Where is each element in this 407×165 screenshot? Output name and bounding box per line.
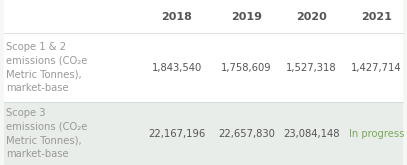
Text: 22,657,830: 22,657,830 — [218, 129, 275, 139]
Text: 1,427,714: 1,427,714 — [351, 63, 402, 73]
Text: 2021: 2021 — [361, 12, 392, 21]
Text: 2019: 2019 — [231, 12, 262, 21]
Text: 23,084,148: 23,084,148 — [283, 129, 339, 139]
Text: 2018: 2018 — [162, 12, 193, 21]
Text: 2020: 2020 — [296, 12, 327, 21]
Text: Scope 3
emissions (CO₂e
Metric Tonnes),
market-base: Scope 3 emissions (CO₂e Metric Tonnes), … — [6, 108, 88, 159]
Text: In progress: In progress — [349, 129, 404, 139]
Text: 22,167,196: 22,167,196 — [149, 129, 206, 139]
Text: Scope 1 & 2
emissions (CO₂e
Metric Tonnes),
market-base: Scope 1 & 2 emissions (CO₂e Metric Tonne… — [6, 42, 88, 93]
Text: 1,527,318: 1,527,318 — [286, 63, 337, 73]
Text: 1,758,609: 1,758,609 — [221, 63, 271, 73]
FancyBboxPatch shape — [4, 33, 403, 102]
FancyBboxPatch shape — [4, 102, 403, 165]
FancyBboxPatch shape — [4, 0, 403, 33]
Text: 1,843,540: 1,843,540 — [152, 63, 202, 73]
